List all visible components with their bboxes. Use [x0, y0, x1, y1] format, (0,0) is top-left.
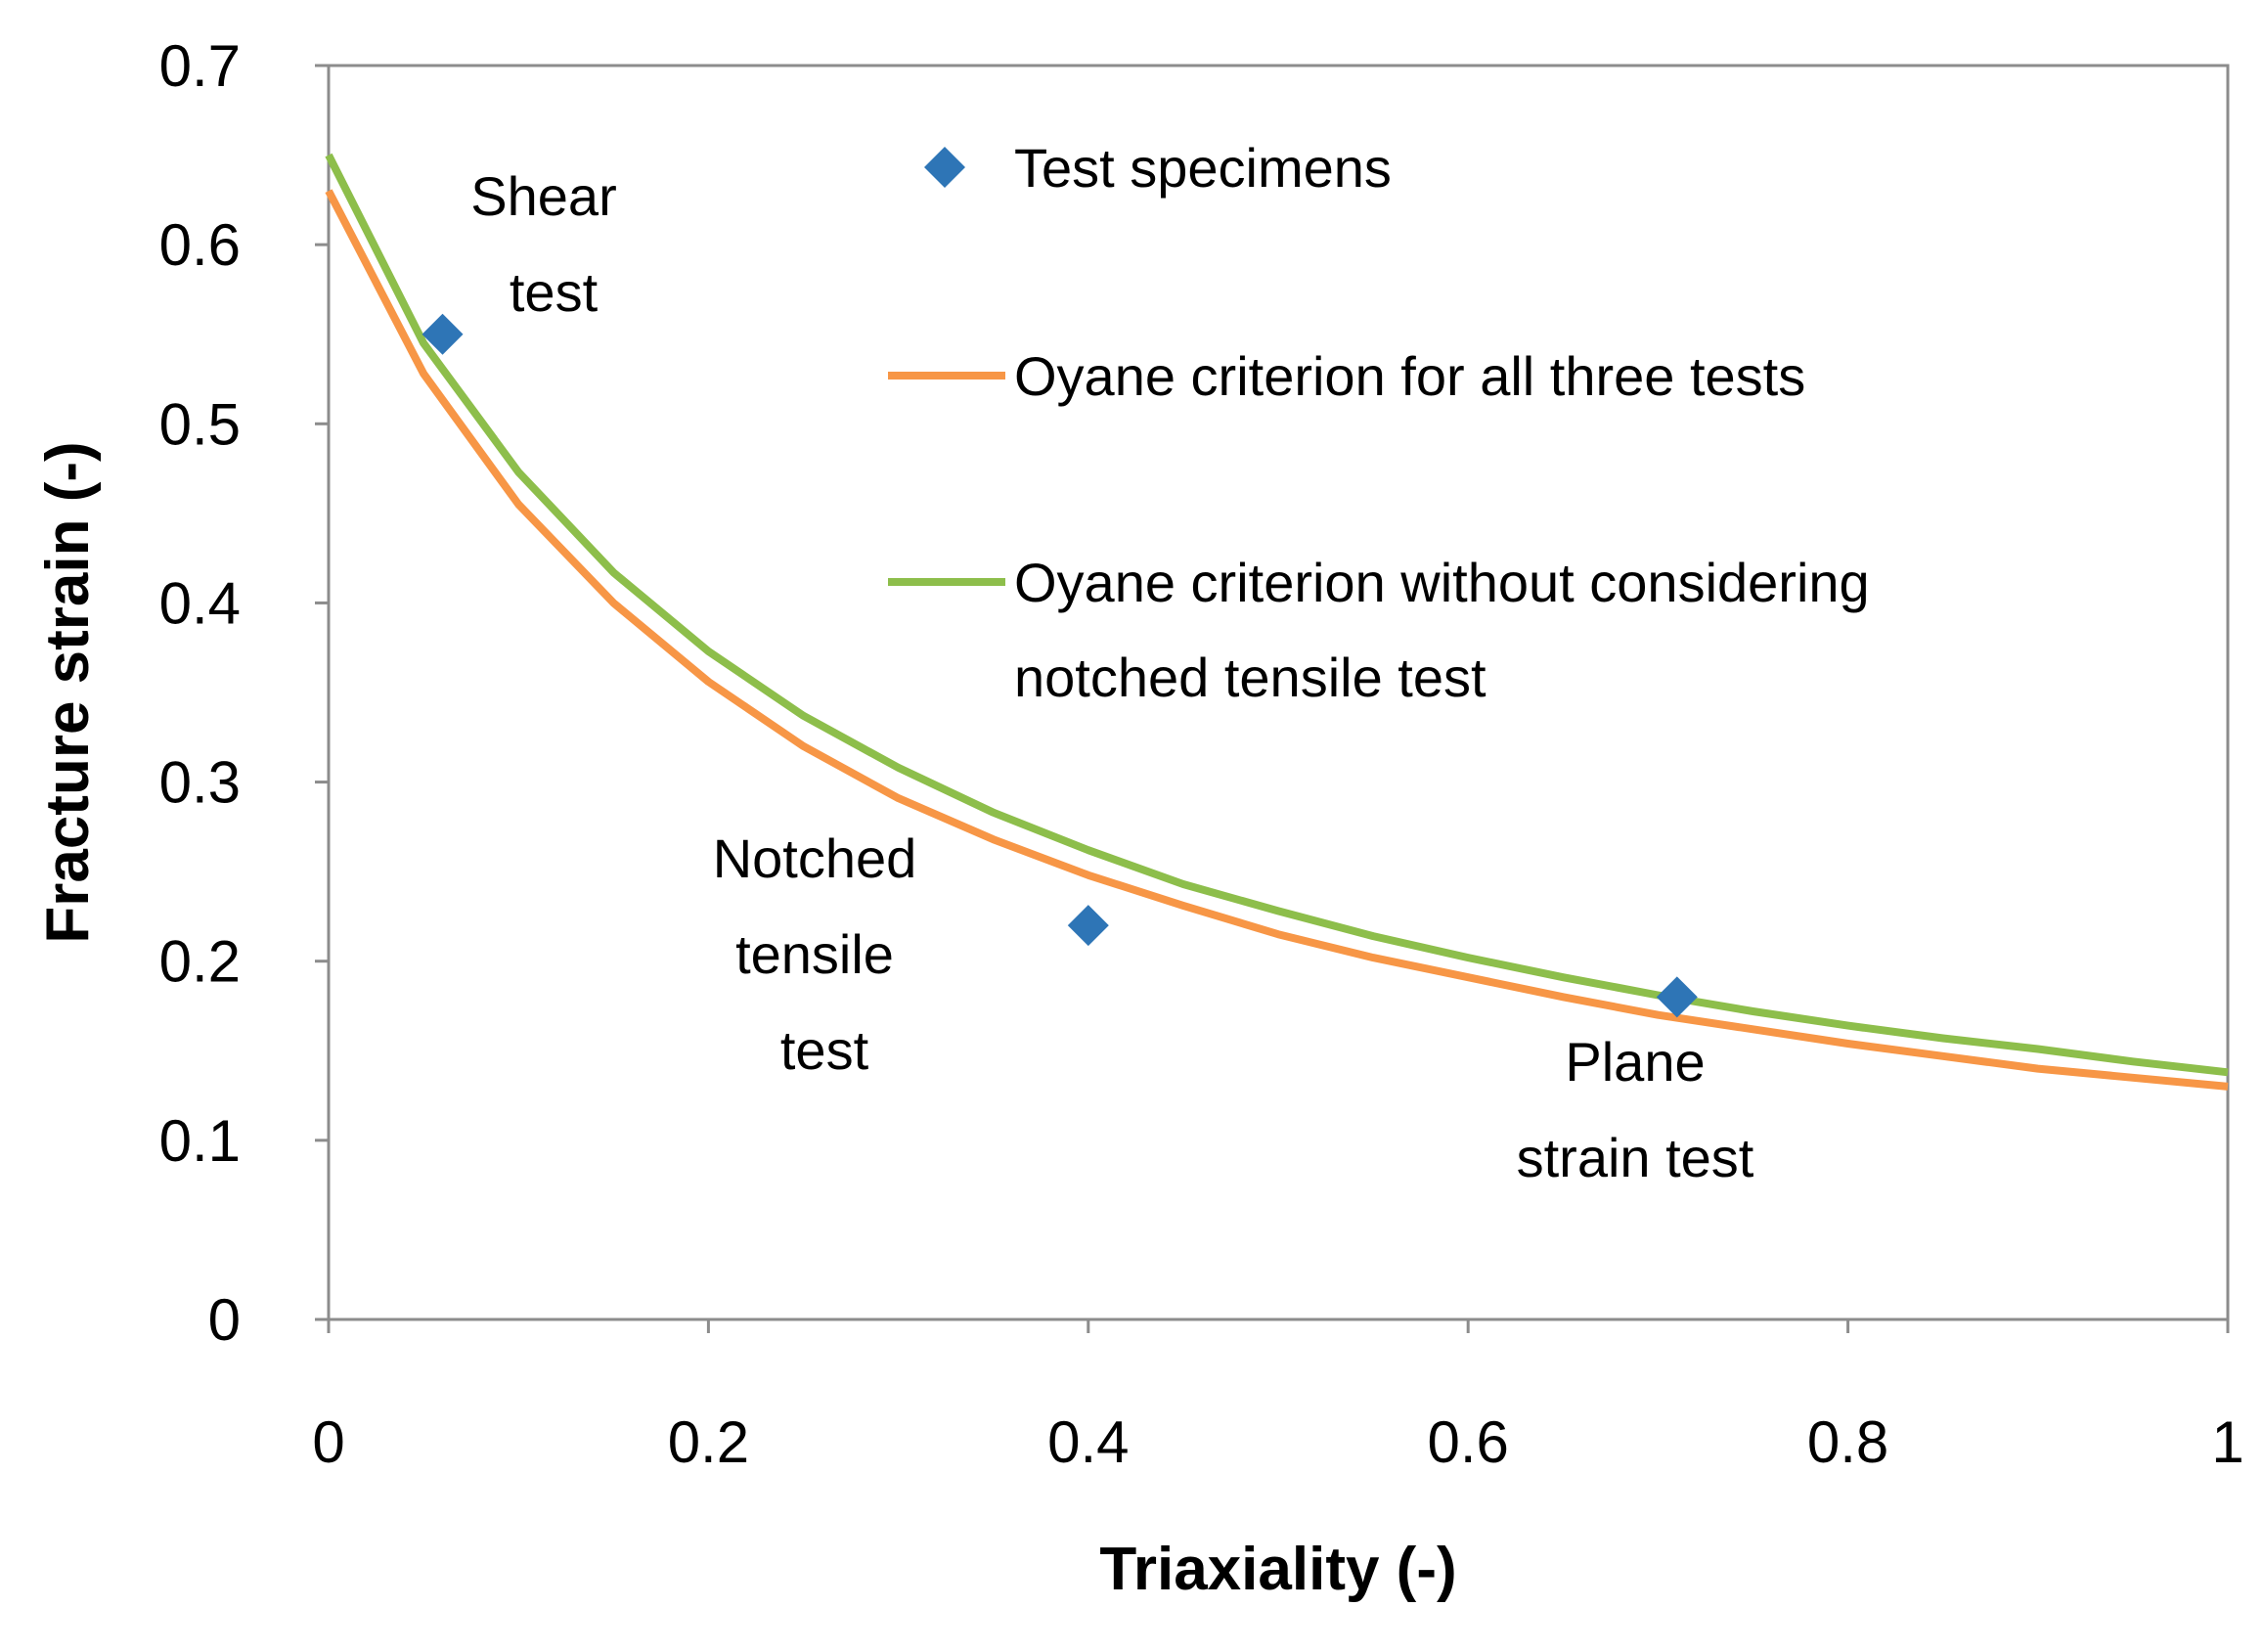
- annotation-plane-line2: strain test: [1517, 1127, 1754, 1188]
- y-tick-label: 0.6: [159, 212, 241, 278]
- plot-area-frame: [327, 64, 2230, 1321]
- legend-label-oyane-all: Oyane criterion for all three tests: [1014, 345, 1805, 407]
- x-axis-ticks: 0 0.2 0.4 0.6 0.8 1: [312, 1319, 2244, 1475]
- y-tick-label: 0.4: [159, 570, 241, 636]
- series-line-2: [325, 153, 2229, 1077]
- data-point-test-specimen: [422, 313, 464, 355]
- annotation-shear-line2: test: [510, 261, 599, 323]
- annotation-notched-tensile-test: Notched tensile test: [713, 827, 917, 1081]
- y-tick-label: 0.1: [159, 1108, 241, 1174]
- y-axis-title: Fracture strain (-): [34, 441, 102, 943]
- x-tick-label: 0.6: [1427, 1409, 1508, 1475]
- data-point-test-specimen: [1656, 976, 1698, 1018]
- y-tick-label: 0.2: [159, 929, 241, 995]
- x-tick-label: 0.2: [668, 1409, 749, 1475]
- series-line-1: [325, 189, 2229, 1091]
- legend-label-test-specimens: Test specimens: [1014, 137, 1392, 199]
- y-tick-label: 0.3: [159, 750, 241, 816]
- x-axis-title: Triaxiality (-): [1099, 1536, 1456, 1603]
- annotation-plane-strain-test: Plane strain test: [1517, 1031, 1754, 1188]
- data-point-test-specimen: [1067, 905, 1109, 947]
- annotation-plane-line1: Plane: [1565, 1031, 1705, 1093]
- y-axis-ticks: 0 0.1 0.2 0.3 0.4 0.5 0.6 0.7: [159, 33, 329, 1353]
- x-tick-label: 0.8: [1807, 1409, 1888, 1475]
- annotation-notched-line1: Notched: [713, 827, 917, 889]
- legend-label-oyane-without-notched-line1: Oyane criterion without considering: [1014, 552, 1870, 613]
- annotation-notched-line3: test: [780, 1019, 869, 1081]
- series-lines: [325, 153, 2229, 1091]
- annotation-shear-test: Shear test: [470, 165, 616, 323]
- x-tick-label: 0: [312, 1409, 344, 1475]
- y-tick-label: 0.7: [159, 33, 241, 99]
- legend-marker-test-specimens: [924, 147, 965, 188]
- y-tick-label: 0: [208, 1287, 241, 1353]
- legend-label-oyane-without-notched-line2: notched tensile test: [1014, 647, 1486, 708]
- y-tick-label: 0.5: [159, 391, 241, 457]
- annotation-shear-line1: Shear: [470, 165, 616, 227]
- series-points: [422, 313, 1698, 1018]
- x-tick-label: 0.4: [1047, 1409, 1129, 1475]
- legend: Test specimens Oyane criterion for all t…: [888, 137, 1870, 708]
- annotation-notched-line2: tensile: [735, 923, 894, 985]
- x-tick-label: 1: [2211, 1409, 2243, 1475]
